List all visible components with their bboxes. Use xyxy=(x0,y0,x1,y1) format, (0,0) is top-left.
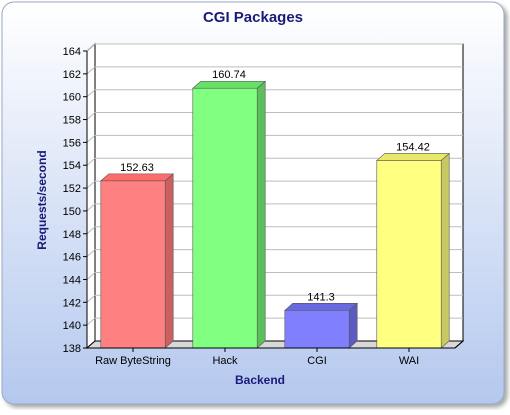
y-tick-label: 158 xyxy=(63,115,81,127)
x-axis-title: Backend xyxy=(235,373,285,387)
data-label: 160.74 xyxy=(212,69,246,81)
y-axis: 138 140 142 144 146 148 150 152 154 156 158 160 162 1… xyxy=(63,46,88,355)
y-tick-label: 154 xyxy=(63,160,81,172)
y-tick-label: 150 xyxy=(63,206,81,218)
data-label: 141.3 xyxy=(307,291,335,303)
data-label: 154.42 xyxy=(396,141,430,153)
x-tick-label: Raw ByteString xyxy=(95,355,171,367)
gridline-side xyxy=(86,203,96,212)
y-tick-label: 156 xyxy=(63,137,81,149)
y-tick-label: 138 xyxy=(63,343,81,355)
bars: 152.63 160.74 141.3 154.42 xyxy=(100,69,450,349)
y-tick-label: 142 xyxy=(63,297,81,309)
x-axis: Raw ByteString Hack CGI WAI xyxy=(87,340,464,367)
bar-top xyxy=(192,80,266,89)
gridline-side xyxy=(86,180,96,189)
y-tick-label: 140 xyxy=(63,320,81,332)
x-axis-depth-line xyxy=(454,340,464,349)
plot-left-wall xyxy=(86,42,96,350)
y-axis-title: Requests/second xyxy=(35,150,49,249)
bar-side xyxy=(164,173,174,349)
bar-front xyxy=(100,180,166,349)
bar-side xyxy=(440,152,450,349)
x-tick-label: WAI xyxy=(399,355,419,367)
bar-side xyxy=(348,302,358,349)
gridline-side xyxy=(86,89,96,98)
bar-wai: 154.42 xyxy=(376,141,450,349)
y-tick-label: 144 xyxy=(63,274,81,286)
data-label: 152.63 xyxy=(120,162,154,174)
gridline-side xyxy=(86,317,96,326)
bar-top xyxy=(284,303,358,311)
bar-front xyxy=(284,310,350,349)
y-tick-label: 148 xyxy=(63,229,81,241)
bar-front xyxy=(376,160,442,349)
y-tick-label: 164 xyxy=(63,46,81,58)
bar-front xyxy=(192,87,258,349)
y-tick-label: 162 xyxy=(63,69,81,81)
y-tick-label: 152 xyxy=(63,183,81,195)
x-tick-label: Hack xyxy=(212,355,238,367)
gridline-side xyxy=(86,249,96,257)
gridline-side xyxy=(86,135,96,143)
bar-cgi: 141.3 xyxy=(284,291,358,349)
gridline-side xyxy=(86,112,96,120)
bar-top xyxy=(100,173,174,182)
gridline-side xyxy=(86,294,96,303)
bar-side xyxy=(256,80,266,349)
gridline-side xyxy=(86,66,96,75)
gridline-side xyxy=(86,43,96,52)
chart-title: CGI Packages xyxy=(203,9,303,26)
y-tick-label: 146 xyxy=(63,252,81,264)
gridline-side xyxy=(86,157,96,166)
bar-top xyxy=(376,153,450,161)
bar-hack: 160.74 xyxy=(192,69,266,349)
bar-raw-bytestring: 152.63 xyxy=(100,162,174,349)
gridline-side xyxy=(86,272,96,280)
x-tick-label: CGI xyxy=(307,355,327,367)
gridline-side xyxy=(86,226,96,235)
y-tick-label: 160 xyxy=(63,92,81,104)
